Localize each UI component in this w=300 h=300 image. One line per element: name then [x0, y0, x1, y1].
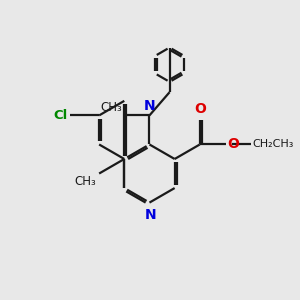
Text: O: O	[194, 102, 206, 116]
Text: N: N	[145, 208, 157, 222]
Text: Cl: Cl	[53, 109, 67, 122]
Text: CH₃: CH₃	[101, 101, 123, 114]
Text: CH₂CH₃: CH₂CH₃	[252, 140, 293, 149]
Text: N: N	[144, 99, 155, 113]
Text: O: O	[227, 137, 239, 152]
Text: CH₃: CH₃	[75, 175, 96, 188]
